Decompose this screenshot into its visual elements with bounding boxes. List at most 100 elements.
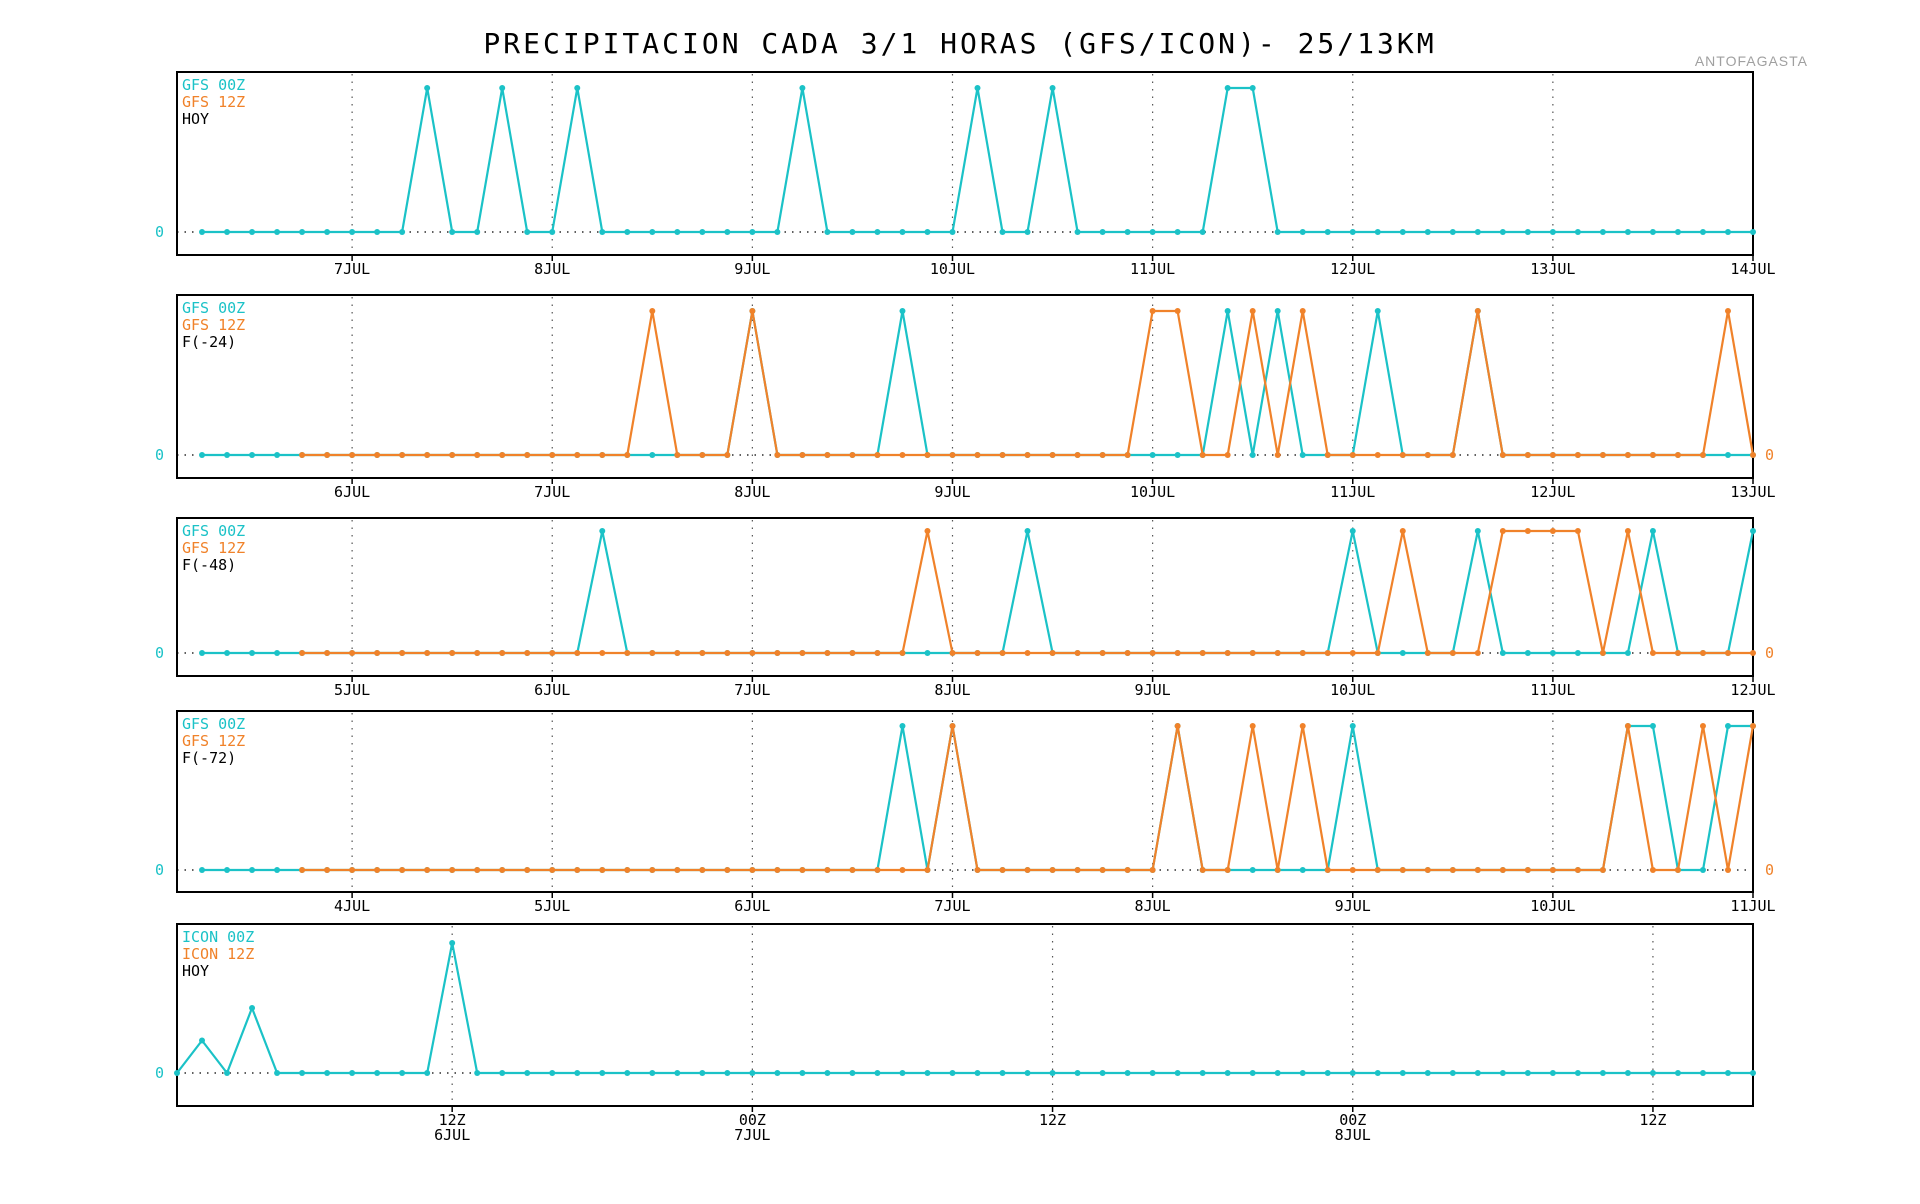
data-point — [674, 650, 681, 656]
data-point — [699, 650, 706, 656]
data-point — [1174, 723, 1181, 729]
x-tick-label: 7JUL — [534, 483, 570, 501]
data-point — [974, 452, 981, 458]
data-point — [474, 650, 481, 656]
data-point — [224, 452, 231, 458]
data-point — [574, 1070, 581, 1076]
location-label: ANTOFAGASTA — [1695, 53, 1808, 69]
y-label-left: 0 — [155, 223, 164, 241]
data-point — [1449, 867, 1456, 873]
data-point — [1274, 867, 1281, 873]
data-point — [299, 867, 306, 873]
data-point — [549, 867, 556, 873]
data-point — [174, 1070, 180, 1076]
data-point — [1174, 650, 1181, 656]
data-point — [924, 867, 931, 873]
series-line-1 — [202, 529, 1755, 655]
data-point — [699, 1070, 706, 1076]
data-point — [1750, 723, 1756, 729]
data-point — [1474, 308, 1481, 314]
data-point — [424, 1070, 431, 1076]
x-tick-label: 14JUL — [1730, 260, 1775, 278]
data-point — [1374, 452, 1381, 458]
data-point — [1199, 229, 1206, 235]
data-point — [1624, 229, 1631, 235]
data-point — [1750, 528, 1756, 534]
data-point — [1624, 723, 1631, 729]
data-point — [699, 867, 706, 873]
panel-4: 4JUL 5JUL 6JUL 7JUL 8JUL 9JUL 10JUL 11JUL 0 0 GFS … — [155, 710, 1776, 915]
data-point — [1649, 452, 1656, 458]
legend-entry: HOY — [182, 110, 209, 128]
x-tick-label: 12Z — [439, 1111, 466, 1129]
y-label-right: 0 — [1765, 644, 1774, 662]
data-point — [1674, 229, 1681, 235]
data-point — [1074, 867, 1081, 873]
data-point — [1324, 650, 1331, 656]
data-point — [1274, 1070, 1281, 1076]
data-point — [374, 229, 381, 235]
data-point — [1274, 308, 1281, 314]
data-point — [649, 650, 656, 656]
data-point — [624, 867, 631, 873]
data-point — [1449, 452, 1456, 458]
data-point — [1249, 650, 1256, 656]
series-line-1 — [202, 86, 1753, 234]
data-point — [1649, 867, 1656, 873]
data-point — [1549, 867, 1556, 873]
data-point — [1599, 452, 1606, 458]
data-point — [474, 229, 481, 235]
data-point — [649, 308, 656, 314]
data-point — [974, 867, 981, 873]
data-point — [1374, 229, 1381, 235]
data-point — [649, 229, 656, 235]
data-point — [1024, 1070, 1031, 1076]
data-point — [1499, 528, 1506, 534]
data-point — [249, 229, 256, 235]
data-point — [1574, 1070, 1581, 1076]
data-point — [374, 650, 381, 656]
data-point — [1750, 452, 1756, 458]
data-point — [1499, 1070, 1506, 1076]
data-point — [1224, 867, 1231, 873]
data-point — [1224, 85, 1231, 91]
data-point — [274, 452, 281, 458]
data-point — [1249, 1070, 1256, 1076]
data-point — [499, 867, 506, 873]
data-point — [1349, 1070, 1356, 1076]
data-point — [1424, 1070, 1431, 1076]
data-point — [349, 1070, 356, 1076]
data-point — [1349, 229, 1356, 235]
data-point — [1224, 650, 1231, 656]
data-point — [1424, 650, 1431, 656]
data-point — [1349, 650, 1356, 656]
data-point — [399, 650, 406, 656]
data-point — [1750, 650, 1756, 656]
data-point — [1224, 308, 1231, 314]
data-point — [1549, 229, 1556, 235]
data-point — [1174, 308, 1181, 314]
data-point — [1249, 85, 1256, 91]
data-point — [1374, 308, 1381, 314]
data-point — [1750, 1070, 1756, 1076]
data-point — [1199, 452, 1206, 458]
data-point — [1524, 452, 1531, 458]
data-point — [1724, 229, 1731, 235]
data-point — [224, 1070, 231, 1076]
data-point — [949, 1070, 956, 1076]
data-point — [399, 867, 406, 873]
data-point — [1699, 867, 1706, 873]
x-tick-label: 7JUL — [934, 897, 970, 915]
data-point — [1599, 650, 1606, 656]
data-point — [1124, 650, 1131, 656]
data-point — [1624, 650, 1631, 656]
data-point — [199, 452, 206, 458]
data-point — [774, 650, 781, 656]
data-point — [1574, 452, 1581, 458]
data-point — [724, 452, 731, 458]
data-point — [874, 650, 881, 656]
x-tick-label: 6JUL — [534, 681, 570, 699]
data-point — [1324, 1070, 1331, 1076]
data-point — [1274, 452, 1281, 458]
